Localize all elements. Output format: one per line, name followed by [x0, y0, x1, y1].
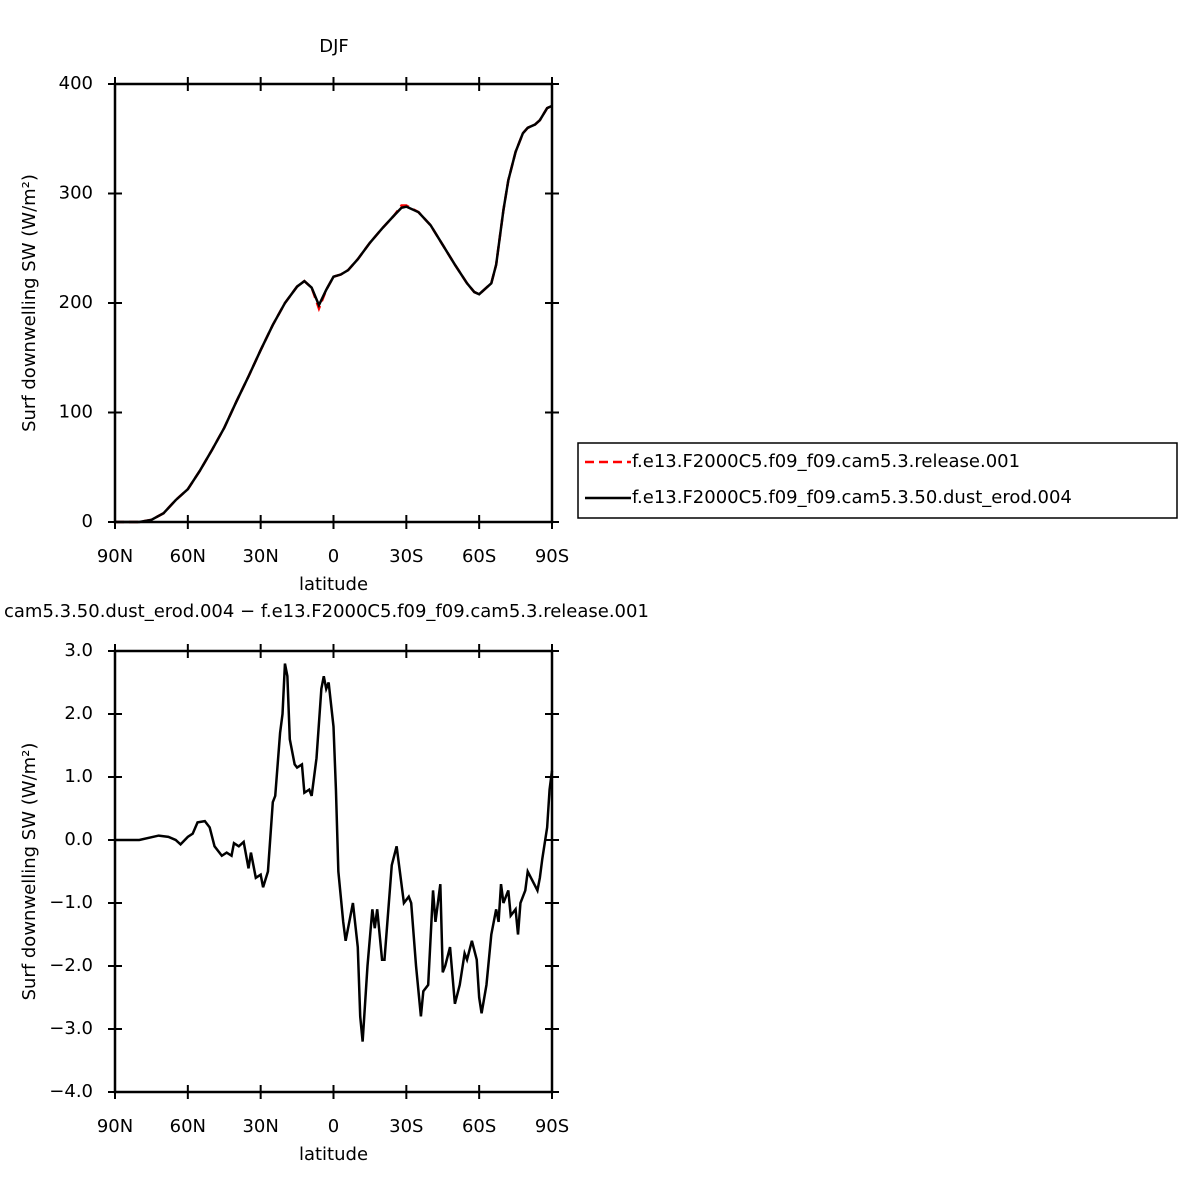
y-tick-label: −4.0: [49, 1081, 93, 1102]
x-tick-label: 60N: [170, 546, 206, 567]
x-tick-label: 0: [328, 546, 339, 567]
x-axis-label: latitude: [299, 574, 368, 595]
chart-title: cam5.3.50.dust_erod.004 − f.e13.F2000C5.…: [4, 601, 649, 622]
x-tick-label: 60N: [170, 1116, 206, 1137]
y-tick-label: 0.0: [64, 829, 93, 850]
plot-frame: [113, 82, 554, 524]
x-tick-label: 0: [328, 1116, 339, 1137]
data-line: [115, 104, 553, 524]
y-tick-label: 400: [59, 73, 93, 94]
y-axis-label: Surf downwelling SW (W/m²): [19, 743, 40, 1001]
legend-label: f.e13.F2000C5.f09_f09.cam5.3.50.dust_ero…: [632, 487, 1072, 508]
plot-frame: [113, 649, 554, 1094]
x-tick-label: 90N: [97, 1116, 133, 1137]
chart-title: DJF: [319, 36, 349, 57]
x-tick-label: 90N: [97, 546, 133, 567]
y-tick-label: 1.0: [64, 766, 93, 787]
y-tick-label: 100: [59, 402, 93, 423]
data-line: [115, 104, 553, 524]
x-tick-label: 90S: [535, 546, 569, 567]
x-tick-label: 60S: [462, 1116, 496, 1137]
y-tick-label: 200: [59, 292, 93, 313]
x-tick-label: 30S: [389, 1116, 423, 1137]
legend-box: [577, 442, 1178, 519]
y-axis-label: Surf downwelling SW (W/m²): [19, 174, 40, 432]
y-tick-label: 300: [59, 183, 93, 204]
x-tick-label: 30N: [242, 546, 278, 567]
y-tick-label: −1.0: [49, 892, 93, 913]
data-line: [115, 663, 554, 1042]
y-tick-label: 3.0: [64, 640, 93, 661]
y-tick-label: −3.0: [49, 1018, 93, 1039]
x-tick-label: 30N: [242, 1116, 278, 1137]
y-tick-label: −2.0: [49, 955, 93, 976]
y-tick-label: 2.0: [64, 703, 93, 724]
x-tick-label: 90S: [535, 1116, 569, 1137]
x-tick-label: 60S: [462, 546, 496, 567]
x-axis-label: latitude: [299, 1144, 368, 1165]
legend-label: f.e13.F2000C5.f09_f09.cam5.3.release.001: [632, 451, 1020, 472]
y-tick-label: 0: [82, 511, 93, 532]
x-tick-label: 30S: [389, 546, 423, 567]
